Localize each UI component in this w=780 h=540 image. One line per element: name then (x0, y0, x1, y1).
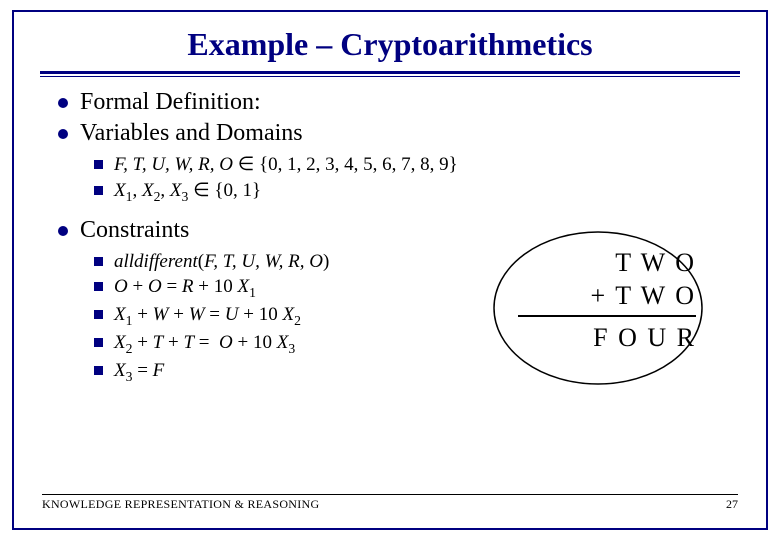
puzzle-text: T W O + T W O F O U R (492, 246, 696, 354)
heading-formal-definition: Formal Definition: (58, 89, 736, 116)
bullet-icon (58, 226, 68, 236)
puzzle-line-3: F O U R (492, 321, 696, 354)
heading-variables-domains: Variables and Domains (58, 120, 736, 147)
footer: KNOWLEDGE REPRESENTATION & REASONING 27 (42, 494, 738, 512)
square-bullet-icon (94, 338, 103, 347)
puzzle-line-2: + T W O (492, 279, 696, 312)
square-bullet-icon (94, 257, 103, 266)
square-bullet-icon (94, 310, 103, 319)
heading-text: Constraints (80, 217, 189, 243)
slide-title: Example – Cryptoarithmetics (14, 12, 766, 71)
square-bullet-icon (94, 282, 103, 291)
puzzle-diagram: T W O + T W O F O U R (492, 224, 704, 392)
slide-frame: Example – Cryptoarithmetics Formal Defin… (12, 10, 768, 530)
list-item: F, T, U, W, R, O ∈ {0, 1, 2, 3, 4, 5, 6,… (94, 153, 736, 177)
page-number: 27 (726, 497, 738, 512)
square-bullet-icon (94, 186, 103, 195)
bullet-icon (58, 98, 68, 108)
heading-text: Variables and Domains (80, 120, 303, 146)
footer-rule (42, 494, 738, 495)
heading-text: Formal Definition: (80, 89, 261, 115)
list-item: X1, X2, X3 ∈ {0, 1} (94, 179, 736, 205)
square-bullet-icon (94, 160, 103, 169)
footer-text: KNOWLEDGE REPRESENTATION & REASONING (42, 497, 320, 512)
puzzle-sum-rule (518, 315, 696, 317)
variables-list: F, T, U, W, R, O ∈ {0, 1, 2, 3, 4, 5, 6,… (58, 151, 736, 217)
puzzle-line-1: T W O (492, 246, 696, 279)
bullet-icon (58, 129, 68, 139)
square-bullet-icon (94, 366, 103, 375)
